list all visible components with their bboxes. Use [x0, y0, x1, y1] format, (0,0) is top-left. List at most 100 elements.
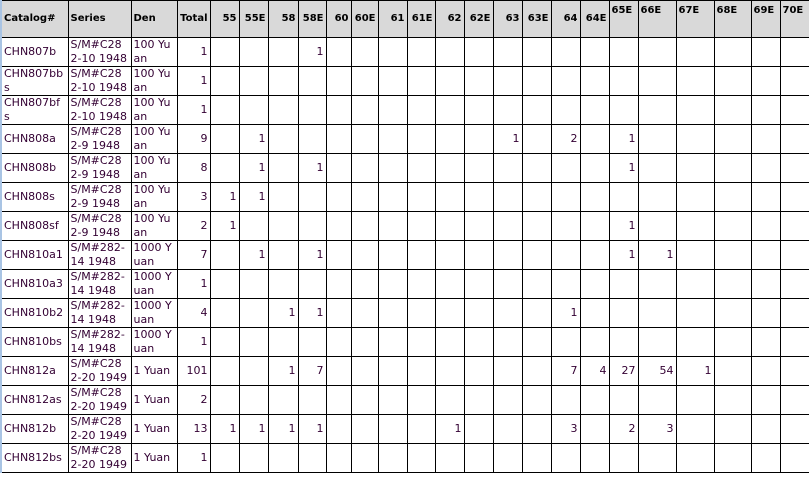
count-cell-58e — [297, 182, 327, 212]
column-header-66e[interactable]: 66E — [637, 0, 677, 38]
count-cell-63e — [521, 66, 552, 96]
count-cell-60 — [325, 124, 352, 154]
count-cell-55e: 1 — [238, 182, 269, 212]
count-cell-61e — [406, 385, 436, 415]
total-cell: 1 — [176, 37, 211, 67]
column-header-61[interactable]: 61 — [377, 0, 408, 38]
count-cell-65e: 1 — [608, 240, 639, 270]
series-cell: S/M#282-14 1948 — [67, 240, 132, 270]
count-cell-58: 1 — [267, 298, 299, 328]
count-cell-58e — [297, 443, 327, 473]
count-cell-58 — [267, 269, 299, 299]
column-header-den[interactable]: Den — [130, 0, 178, 38]
count-cell-63 — [492, 298, 523, 328]
column-header-63e[interactable]: 63E — [521, 0, 552, 38]
count-cell-65e — [608, 66, 639, 96]
count-cell-69e — [750, 443, 781, 473]
count-cell-63 — [492, 327, 523, 357]
column-header-67e[interactable]: 67E — [675, 0, 715, 38]
count-cell-62: 1 — [434, 414, 465, 444]
count-cell-62e — [463, 298, 494, 328]
count-cell-63 — [492, 66, 523, 96]
denomination-cell: 1 Yuan — [130, 414, 178, 444]
count-cell-55e: 1 — [238, 414, 269, 444]
total-cell: 7 — [176, 240, 211, 270]
count-cell-55: 1 — [209, 211, 240, 241]
column-header-58e[interactable]: 58E — [297, 0, 327, 38]
count-cell-61e — [406, 240, 436, 270]
count-cell-58e — [297, 124, 327, 154]
count-cell-64 — [550, 327, 581, 357]
count-cell-66e — [637, 66, 677, 96]
count-cell-61 — [377, 37, 408, 67]
count-cell-64 — [550, 443, 581, 473]
count-cell-65e — [608, 327, 639, 357]
count-cell-65e — [608, 298, 639, 328]
count-cell-58e: 7 — [297, 356, 327, 386]
count-cell-70e — [779, 414, 809, 444]
count-cell-63 — [492, 95, 523, 125]
column-header-70e[interactable]: 70E — [779, 0, 809, 38]
count-cell-64: 2 — [550, 124, 581, 154]
count-cell-63e — [521, 385, 552, 415]
column-header-55[interactable]: 55 — [209, 0, 240, 38]
count-cell-65e: 27 — [608, 356, 639, 386]
total-cell: 9 — [176, 124, 211, 154]
column-header-60e[interactable]: 60E — [350, 0, 379, 38]
count-cell-63 — [492, 443, 523, 473]
count-cell-67e — [675, 66, 715, 96]
count-cell-55e — [238, 443, 269, 473]
count-cell-58e — [297, 95, 327, 125]
count-cell-67e — [675, 240, 715, 270]
column-header-63[interactable]: 63 — [492, 0, 523, 38]
column-header-64e[interactable]: 64E — [579, 0, 610, 38]
column-header-58[interactable]: 58 — [267, 0, 299, 38]
count-cell-55 — [209, 240, 240, 270]
total-cell: 4 — [176, 298, 211, 328]
count-cell-61 — [377, 414, 408, 444]
count-cell-65e — [608, 182, 639, 212]
count-cell-61 — [377, 240, 408, 270]
count-cell-64e — [579, 95, 610, 125]
column-header-62e[interactable]: 62E — [463, 0, 494, 38]
column-header-64[interactable]: 64 — [550, 0, 581, 38]
count-cell-60e — [350, 414, 379, 444]
column-header-60[interactable]: 60 — [325, 0, 352, 38]
count-cell-62e — [463, 385, 494, 415]
count-cell-62 — [434, 37, 465, 67]
column-header-62[interactable]: 62 — [434, 0, 465, 38]
count-cell-68e — [713, 37, 752, 67]
count-cell-68e — [713, 153, 752, 183]
series-cell: S/M#C282-9 1948 — [67, 211, 132, 241]
count-cell-60e — [350, 95, 379, 125]
count-cell-69e — [750, 385, 781, 415]
series-cell: S/M#C282-10 1948 — [67, 95, 132, 125]
column-header-68e[interactable]: 68E — [713, 0, 752, 38]
count-cell-65e — [608, 385, 639, 415]
column-header-69e[interactable]: 69E — [750, 0, 781, 38]
count-cell-65e: 1 — [608, 153, 639, 183]
table-row: CHN808a S/M#C282-9 1948 100 Yuan 9 1 1 2 1 — [0, 124, 809, 154]
column-header-61e[interactable]: 61E — [406, 0, 436, 38]
count-cell-65e: 1 — [608, 211, 639, 241]
count-cell-60 — [325, 327, 352, 357]
count-cell-66e — [637, 211, 677, 241]
catalog-cell: CHN808b — [0, 153, 69, 183]
count-cell-66e — [637, 385, 677, 415]
total-cell: 13 — [176, 414, 211, 444]
column-header-total[interactable]: Total — [176, 0, 211, 38]
count-cell-60e — [350, 356, 379, 386]
count-cell-58 — [267, 95, 299, 125]
count-cell-63 — [492, 153, 523, 183]
count-cell-69e — [750, 414, 781, 444]
count-cell-64: 1 — [550, 298, 581, 328]
column-header-catalog[interactable]: Catalog# — [0, 0, 69, 38]
count-cell-55 — [209, 298, 240, 328]
count-cell-58e: 1 — [297, 240, 327, 270]
column-header-65e[interactable]: 65E — [608, 0, 639, 38]
count-cell-62e — [463, 66, 494, 96]
count-cell-61e — [406, 182, 436, 212]
count-cell-65e — [608, 443, 639, 473]
column-header-series[interactable]: Series — [67, 0, 132, 38]
column-header-55e[interactable]: 55E — [238, 0, 269, 38]
